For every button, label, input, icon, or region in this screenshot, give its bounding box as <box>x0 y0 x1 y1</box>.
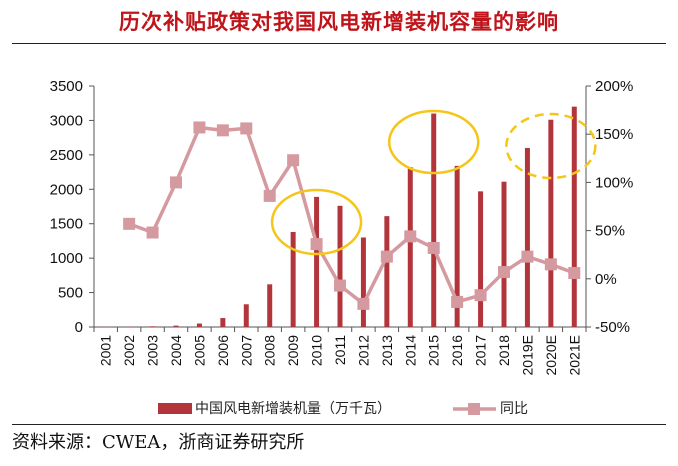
yoy-marker-2007 <box>240 122 253 135</box>
bar-2020E <box>548 119 554 328</box>
bar-2006 <box>220 318 226 327</box>
x-tick-label: 2005 <box>191 335 207 366</box>
x-tick-label: 2018 <box>496 335 512 366</box>
bar-2004 <box>173 325 179 327</box>
y-left-tick-label: 2000 <box>50 181 83 198</box>
bar-2017 <box>478 191 484 327</box>
yoy-marker-2005 <box>193 121 206 134</box>
x-tick-label: 2017 <box>473 335 489 366</box>
bar-2002 <box>126 326 132 328</box>
x-tick-label: 2012 <box>355 335 371 366</box>
highlight-ellipse <box>505 112 597 180</box>
yoy-marker-2002 <box>123 217 136 230</box>
yoy-marker-2019E <box>521 250 534 263</box>
y-left-tick-label: 0 <box>75 319 83 336</box>
chart-title: 历次补贴政策对我国风电新增装机容量的影响 <box>119 10 559 34</box>
yoy-marker-2004 <box>170 176 182 189</box>
y-left-tick-label: 3000 <box>50 112 83 129</box>
x-tick-label: 2010 <box>309 335 325 366</box>
bar-2007 <box>243 304 249 327</box>
bar-2019E <box>524 147 530 327</box>
yoy-marker-2008 <box>263 189 276 202</box>
yoy-marker-2013 <box>380 250 393 263</box>
y-left-tick-label: 2500 <box>50 147 83 164</box>
x-tick-label: 2001 <box>98 335 114 366</box>
bar-2001 <box>103 326 109 328</box>
x-tick-label: 2020E <box>543 335 559 375</box>
y-left-tick-label: 1000 <box>50 250 83 267</box>
bar-2012 <box>360 237 366 327</box>
y-right-tick-label: 200% <box>595 78 633 95</box>
source-rule <box>12 424 666 425</box>
legend-bar-swatch <box>158 403 192 414</box>
x-tick-label: 2015 <box>426 335 442 366</box>
y-left-tick-label: 1500 <box>50 216 83 233</box>
bar-2013 <box>384 216 390 327</box>
x-tick-label: 2019E <box>519 335 535 375</box>
x-tick-label: 2008 <box>262 335 278 366</box>
x-tick-label: 2016 <box>449 335 465 366</box>
yoy-marker-2017 <box>474 289 487 302</box>
x-tick-label: 2002 <box>121 335 137 366</box>
y-right-tick-label: 150% <box>595 126 633 143</box>
x-tick-label: 2011 <box>332 335 348 365</box>
title-rule <box>12 43 666 44</box>
yoy-marker-2016 <box>451 295 464 308</box>
yoy-marker-2012 <box>357 297 370 310</box>
highlight-ellipse <box>387 109 480 175</box>
x-tick-label: 2007 <box>238 335 254 366</box>
yoy-marker-2014 <box>404 230 417 243</box>
yoy-marker-2011 <box>334 279 346 292</box>
x-tick-label: 2004 <box>168 335 184 366</box>
x-tick-label: 2014 <box>402 335 418 366</box>
bar-2018 <box>501 181 507 327</box>
legend-bar-label: 中国风电新增装机量（万千瓦） <box>195 400 391 416</box>
bar-2021E <box>571 106 577 328</box>
bar-2016 <box>454 165 460 327</box>
y-right-tick-label: 0% <box>595 271 617 288</box>
y-left-tick-label: 3500 <box>50 78 83 95</box>
bar-2003 <box>150 326 156 327</box>
bar-2008 <box>267 284 273 327</box>
yoy-marker-2006 <box>216 124 229 137</box>
yoy-marker-2020E <box>544 258 557 271</box>
x-tick-label: 2009 <box>285 335 301 366</box>
y-left-tick-label: 500 <box>58 285 83 302</box>
yoy-marker-2003 <box>146 226 159 239</box>
legend-line-label: 同比 <box>500 400 528 416</box>
bar-2015 <box>431 113 437 328</box>
y-right-tick-label: 50% <box>595 223 625 240</box>
bar-2005 <box>196 323 202 327</box>
y-right-tick-label: 100% <box>595 174 633 191</box>
x-tick-label: 2013 <box>379 335 395 366</box>
source-note: 资料来源：CWEA，浙商证券研究所 <box>12 432 305 453</box>
x-tick-label: 2006 <box>215 335 231 366</box>
yoy-marker-2015 <box>427 241 440 254</box>
y-right-tick-label: -50% <box>595 319 630 336</box>
x-tick-label: 2021E <box>566 335 582 375</box>
yoy-marker-2021E <box>568 267 581 280</box>
bar-2009 <box>290 231 296 327</box>
bar-2010 <box>314 196 320 327</box>
highlight-ellipse <box>270 188 363 256</box>
x-tick-label: 2003 <box>145 335 161 366</box>
bar-2014 <box>407 167 413 327</box>
yoy-marker-2018 <box>498 266 510 279</box>
legend-line-marker <box>468 403 480 415</box>
bar-2011 <box>337 205 343 327</box>
yoy-marker-2009 <box>287 154 300 167</box>
yoy-marker-2010 <box>310 238 323 251</box>
